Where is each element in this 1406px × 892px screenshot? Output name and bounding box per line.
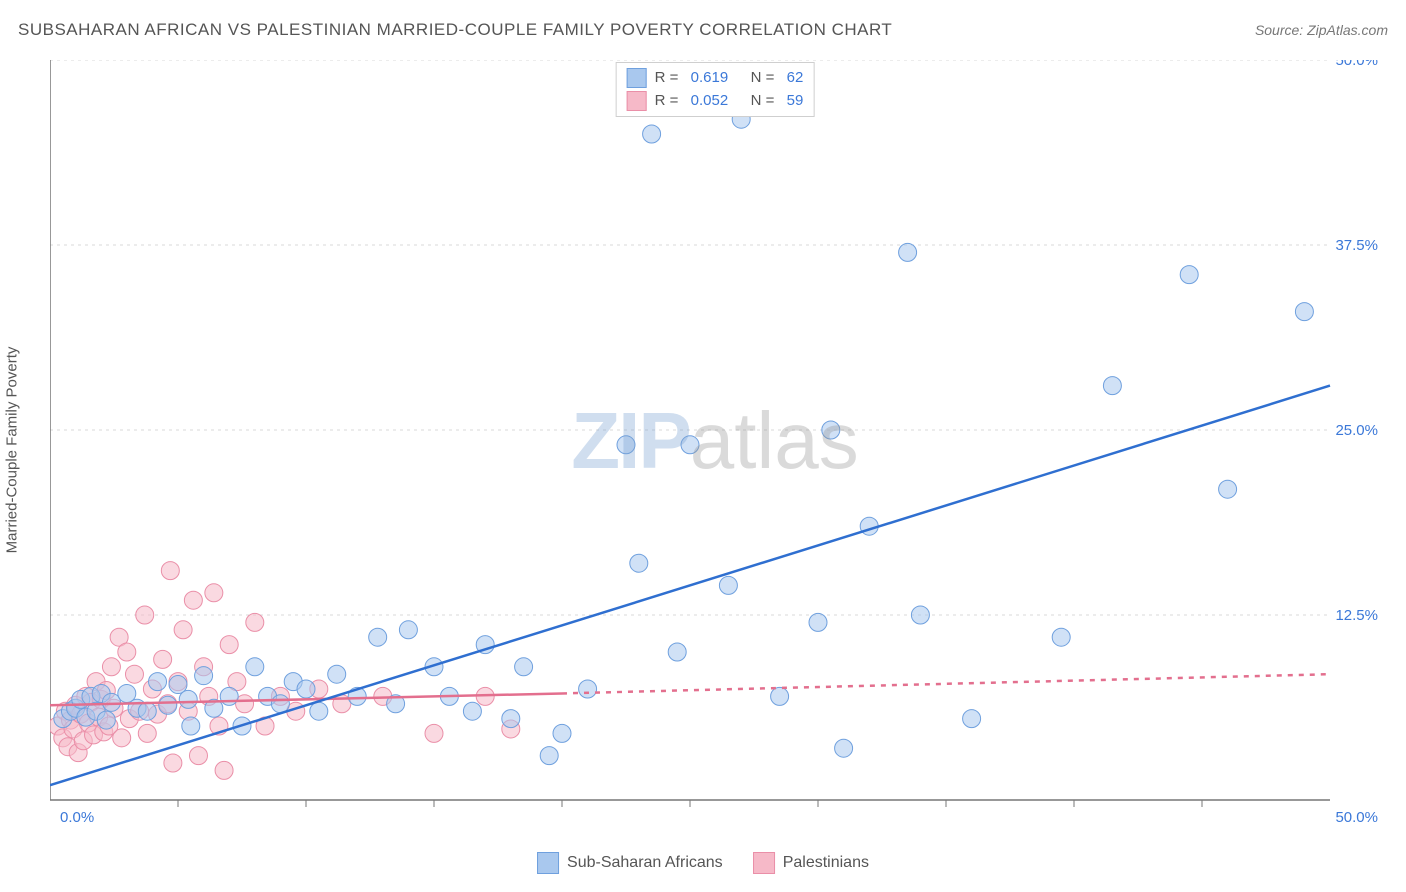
y-axis-label: Married-Couple Family Poverty [4,347,21,554]
legend-item: Sub-Saharan Africans [537,852,723,874]
legend-item: Palestinians [753,852,869,874]
source-label: Source: ZipAtlas.com [1255,22,1388,38]
legend-n-label: N = [751,67,779,90]
legend-n-value: 59 [787,90,804,113]
plot-area: Married-Couple Family Poverty ZIPatlas 1… [50,60,1380,840]
legend-label: Sub-Saharan Africans [567,854,723,872]
svg-text:37.5%: 37.5% [1335,237,1378,254]
legend-swatch [537,852,559,874]
legend-r-value: 0.619 [691,67,743,90]
svg-text:12.5%: 12.5% [1335,607,1378,624]
correlation-legend: R = 0.619 N = 62 R = 0.052 N = 59 [616,62,815,117]
legend-label: Palestinians [783,854,869,872]
svg-text:25.0%: 25.0% [1335,422,1378,439]
legend-swatch [627,68,647,88]
legend-swatch [753,852,775,874]
svg-text:0.0%: 0.0% [60,809,94,826]
svg-text:50.0%: 50.0% [1335,809,1378,826]
legend-r-label: R = [655,67,683,90]
legend-n-label: N = [751,90,779,113]
legend-r-label: R = [655,90,683,113]
chart-title: SUBSAHARAN AFRICAN VS PALESTINIAN MARRIE… [18,20,892,40]
legend-r-value: 0.052 [691,90,743,113]
legend-n-value: 62 [787,67,804,90]
legend-swatch [627,91,647,111]
scatter-plot: 12.5% 25.0% 37.5% 50.0% 0.0% 50.0% [50,60,1380,840]
svg-text:50.0%: 50.0% [1335,60,1378,69]
series-legend: Sub-Saharan Africans Palestinians [537,852,869,874]
